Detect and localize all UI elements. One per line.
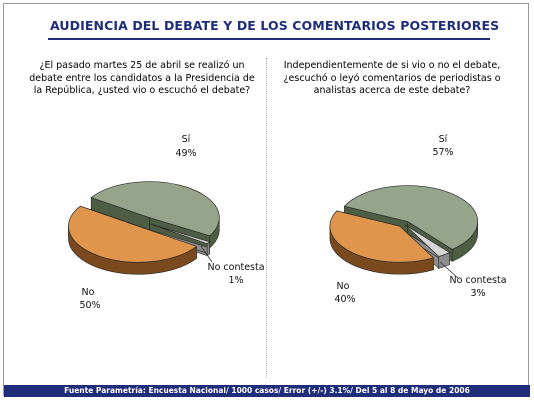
pie2-slice-no [329,210,435,263]
pie1-label-si: Sí [182,134,191,145]
question-1: ¿El pasado martes 25 de abril se realizó… [29,60,255,96]
pie-chart-2 [329,185,479,279]
pie1-slice-no-contesta [148,223,211,245]
pie2-label-si: Sí [439,134,448,145]
pie2-value-no: 40% [334,294,355,305]
pie1-slice-no [68,205,198,263]
pie2-label-no: No [337,281,350,292]
pie2-leader-nc [439,261,459,279]
page-title: AUDIENCIA DEL DEBATE Y DE LOS COMENTARIO… [50,18,500,33]
title-underline [48,38,490,40]
pie1-label-nc: No contesta [207,262,264,273]
pie1-slice-si [90,181,220,237]
panel-divider [266,58,267,378]
pie2-slice-no-contesta [404,224,451,257]
pie1-label-no: No [82,287,95,298]
pie2-slice-si [343,185,479,250]
source-footer: Fuente Parametría: Encuesta Nacional/ 10… [4,385,530,397]
pie2-value-nc: 3% [470,288,485,299]
pie1-value-no: 50% [79,300,100,311]
pie-chart-1 [68,181,220,275]
pie1-value-nc: 1% [228,275,243,286]
pie2-label-nc: No contesta [449,275,506,286]
question-2: Independientemente de si vio o no el deb… [283,60,501,96]
pie2-value-si: 57% [432,147,453,158]
pie1-leader-nc [200,245,213,263]
pie1-value-si: 49% [175,148,196,159]
